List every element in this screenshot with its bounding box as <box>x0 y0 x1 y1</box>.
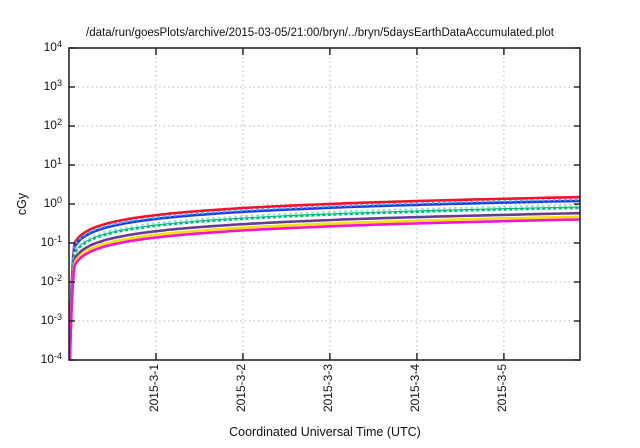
plot-title: /data/run/goesPlots/archive/2015-03-05/2… <box>86 27 554 39</box>
y-tick-label: 101 <box>43 156 62 171</box>
x-axis-label: Coordinated Universal Time (UTC) <box>229 425 421 439</box>
y-tick-label: 10-1 <box>40 234 62 249</box>
y-tick-label: 100 <box>43 195 62 210</box>
curves-group <box>69 195 580 360</box>
series-purple-solid <box>69 211 580 360</box>
x-tick-label: 2015-3-2 <box>233 364 248 413</box>
y-tick-label: 103 <box>43 78 62 93</box>
series-pale-teal-dotted <box>69 204 580 360</box>
y-tick-label: 10-3 <box>40 312 62 327</box>
y-tick-label: 104 <box>43 39 62 54</box>
x-tick-label: 2015-3-4 <box>407 364 422 413</box>
x-tick-label: 2015-3-5 <box>494 364 509 413</box>
y-tick-label: 102 <box>43 117 62 132</box>
x-tick-label: 2015-3-3 <box>320 364 335 413</box>
y-tick-label: 10-4 <box>40 351 62 366</box>
x-tick-label: 2015-3-1 <box>146 364 161 413</box>
series-yellow-solid <box>69 215 580 360</box>
series-magenta-solid <box>69 218 580 360</box>
y-tick-label: 10-2 <box>40 273 62 288</box>
